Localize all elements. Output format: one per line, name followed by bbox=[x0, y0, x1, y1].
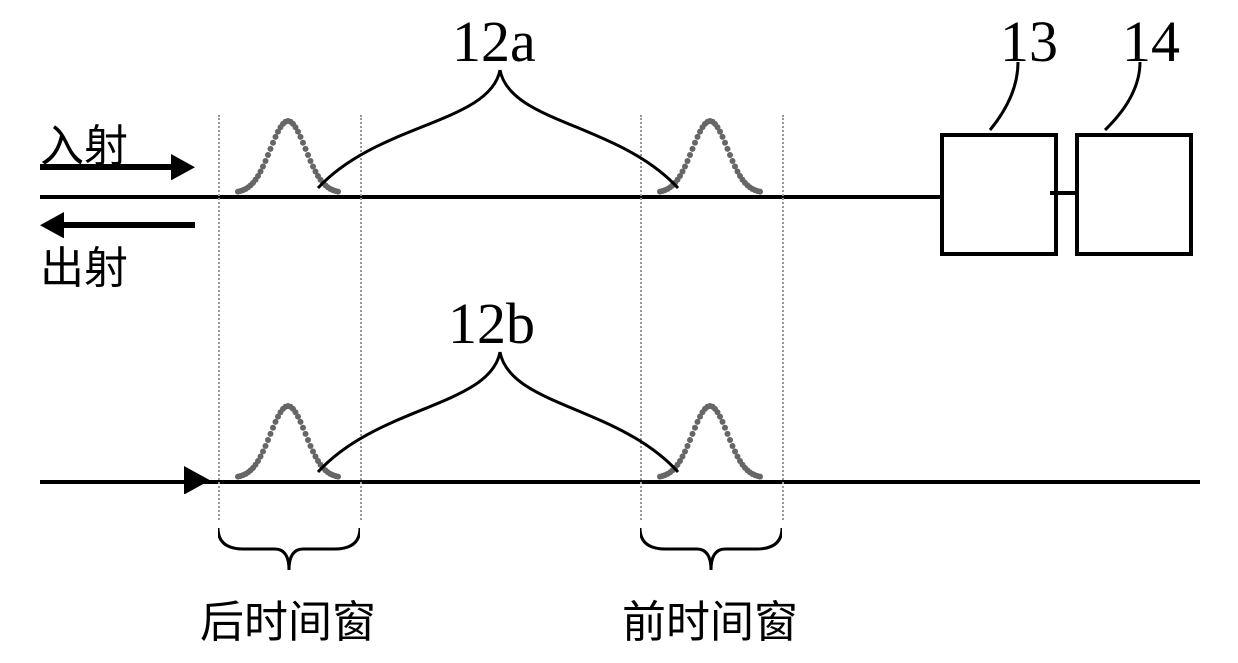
label-later_win: 后时间窗 bbox=[200, 586, 376, 650]
top-axis-line bbox=[40, 195, 940, 199]
label-front_win: 前时间窗 bbox=[622, 586, 798, 650]
lead-12a bbox=[308, 62, 688, 193]
label-l12a: 12a bbox=[452, 8, 536, 75]
label-l12b: 12b bbox=[448, 290, 535, 357]
guide-front_right bbox=[782, 115, 784, 520]
bottom-axis-arrow-arrowhead bbox=[184, 466, 210, 495]
incidence-arrow-arrowhead bbox=[171, 154, 195, 180]
label-l13: 13 bbox=[1000, 8, 1058, 75]
lead-12b bbox=[308, 344, 688, 477]
label-incidence: 入射 bbox=[40, 110, 128, 174]
brace-front bbox=[640, 528, 782, 588]
label-emission: 出射 bbox=[40, 232, 128, 296]
bottom-axis-line bbox=[40, 480, 1200, 484]
guide-later_left bbox=[218, 115, 220, 520]
emission-arrow-shaft bbox=[64, 222, 195, 228]
label-l14: 14 bbox=[1122, 8, 1180, 75]
box-link bbox=[1050, 191, 1075, 195]
box-13 bbox=[940, 133, 1058, 256]
brace-later bbox=[218, 528, 360, 588]
box-14 bbox=[1075, 133, 1193, 256]
